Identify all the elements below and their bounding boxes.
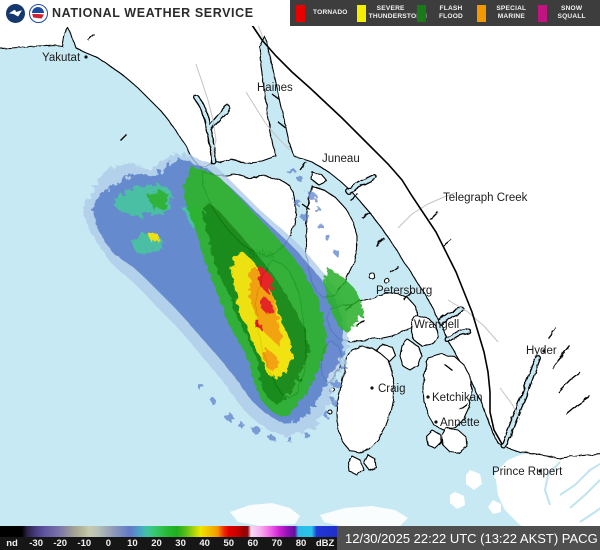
legend-label: FLASH FLOOD	[438, 5, 464, 20]
nws-brand: NATIONAL WEATHER SERVICE	[0, 0, 290, 26]
place-label: Craig	[378, 383, 405, 395]
radar-speckles	[193, 172, 351, 441]
flash-flood-swatch	[416, 4, 426, 22]
island	[410, 314, 439, 347]
severe-thunderstorm-swatch	[356, 4, 366, 22]
tick-label: -20	[53, 538, 68, 549]
nws-logo-icon	[29, 3, 48, 23]
radar-overlay	[84, 156, 366, 441]
tick-label: -10	[77, 538, 92, 549]
tick-label: -30	[29, 538, 43, 549]
place-labels: Yakutat Haines Juneau Telegraph Creek Pe…	[42, 52, 563, 478]
island	[368, 272, 376, 280]
place-label: Yakutat	[42, 52, 81, 64]
warning-legend: TORNADO SEVERE THUNDERSTORM FLASH FLOOD …	[290, 0, 600, 26]
place-label: Juneau	[322, 153, 360, 165]
special-marine-swatch	[477, 4, 487, 22]
place-label: Ketchikan	[432, 392, 483, 404]
island	[422, 353, 473, 431]
island	[441, 427, 468, 454]
tick-label: 60	[247, 538, 259, 549]
reflectivity-colorbar: nd -30 -20 -10 0 10 20 30 40 50 60 70 80…	[0, 526, 337, 550]
tick-label: 30	[175, 538, 186, 549]
legend-item-flash-flood: FLASH FLOOD	[416, 4, 473, 22]
snow-squall-swatch	[537, 4, 547, 22]
colorbar-gradient	[0, 526, 337, 537]
timestamp: 12/30/2025 22:22 UTC (13:22 AKST) PACG	[337, 526, 600, 550]
tick-label: 50	[223, 538, 235, 549]
place-label: Hyder	[526, 345, 557, 357]
radar-green-patches	[148, 192, 366, 336]
place-label: Prince Rupert	[492, 466, 563, 478]
place-label: Petersburg	[376, 285, 432, 297]
island	[382, 276, 390, 284]
island	[310, 171, 328, 186]
rivers	[543, 461, 600, 523]
canada-lowland	[230, 442, 600, 535]
legend-label: SNOW SQUALL	[557, 5, 586, 20]
place-label: Telegraph Creek	[443, 192, 528, 204]
mainland	[0, 0, 600, 459]
tick-label: 0	[105, 538, 111, 549]
island	[425, 429, 443, 450]
tick-label: 40	[199, 538, 210, 549]
radar-red-cells	[258, 268, 278, 333]
legend-label: TORNADO	[313, 9, 348, 17]
noaa-logo-icon	[6, 3, 25, 23]
tick-label: dBZ	[315, 538, 335, 549]
legend-label: SEVERE THUNDERSTORM	[368, 5, 427, 20]
legend-item-severe-thunderstorm: SEVERE THUNDERSTORM	[356, 4, 427, 22]
tick-label: nd	[6, 538, 18, 549]
place-label: Annette	[440, 417, 480, 429]
island	[336, 345, 395, 454]
place-label: Wrangell	[414, 319, 459, 331]
header-bar: NATIONAL WEATHER SERVICE TORNADO SEVERE …	[0, 0, 600, 26]
tick-label: 70	[271, 538, 283, 549]
tick-label: 10	[127, 538, 138, 549]
zone-borders	[195, 24, 521, 421]
legend-label: SPECIAL MARINE	[496, 5, 527, 20]
bottom-bar: nd -30 -20 -10 0 10 20 30 40 50 60 70 80…	[0, 526, 600, 550]
legend-item-tornado: TORNADO	[296, 4, 352, 22]
island	[399, 339, 423, 372]
tick-label: 20	[151, 538, 162, 549]
colorbar-ticks: nd -30 -20 -10 0 10 20 30 40 50 60 70 80…	[0, 537, 337, 550]
agency-title: NATIONAL WEATHER SERVICE	[52, 6, 254, 20]
island	[363, 454, 377, 471]
legend-item-snow-squall: SNOW SQUALL	[537, 4, 594, 22]
fjords	[194, 95, 541, 449]
place-label: Haines	[257, 82, 293, 94]
tornado-swatch	[296, 4, 306, 22]
island	[347, 455, 364, 476]
legend-item-special-marine: SPECIAL MARINE	[477, 4, 533, 22]
international-border	[251, 24, 503, 445]
tick-label: 80	[295, 538, 307, 549]
place-markers	[84, 55, 546, 473]
